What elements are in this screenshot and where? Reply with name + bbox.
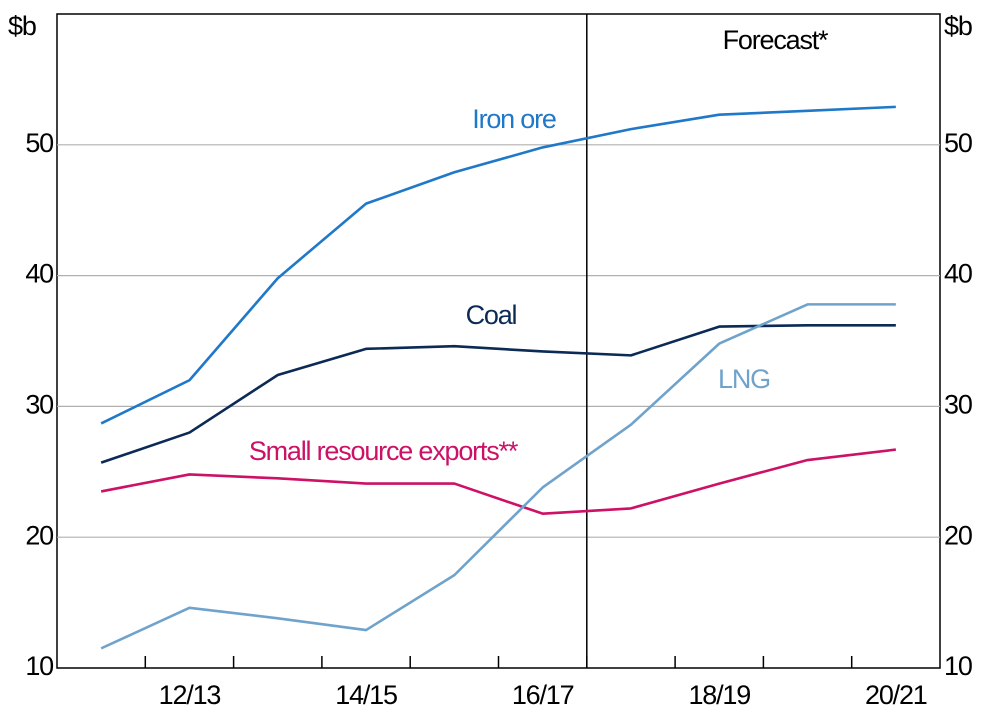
x-tick-label: 12/13 [159, 680, 221, 710]
series-line [100, 303, 896, 650]
series-line [100, 448, 897, 515]
y2-axis-label: $b [944, 11, 972, 41]
series-line [100, 324, 896, 464]
series-label: Small resource exports** [249, 436, 519, 466]
y2-tick-label: 50 [944, 128, 972, 158]
series-label: Iron ore [472, 104, 556, 134]
series-label: LNG [718, 364, 770, 394]
x-tick-label: 20/21 [865, 680, 927, 710]
x-tick-label: 14/15 [335, 680, 397, 710]
x-tick-label: 18/19 [688, 680, 750, 710]
y2-tick-label: 20 [944, 520, 972, 550]
annotation: Forecast* [723, 25, 829, 55]
series-label: Coal [466, 300, 517, 330]
y2-tick-label: 10 [944, 651, 972, 681]
series-line [100, 105, 896, 425]
y-tick-label: 10 [25, 651, 53, 681]
y-tick-label: 40 [25, 259, 53, 289]
x-tick-label: 16/17 [512, 680, 574, 710]
y-tick-label: 50 [25, 128, 53, 158]
y-axis-label: $b [8, 11, 36, 41]
y-tick-label: 30 [25, 390, 53, 420]
y2-tick-label: 30 [944, 390, 972, 420]
y-tick-label: 20 [25, 520, 53, 550]
y2-tick-label: 40 [944, 259, 972, 289]
